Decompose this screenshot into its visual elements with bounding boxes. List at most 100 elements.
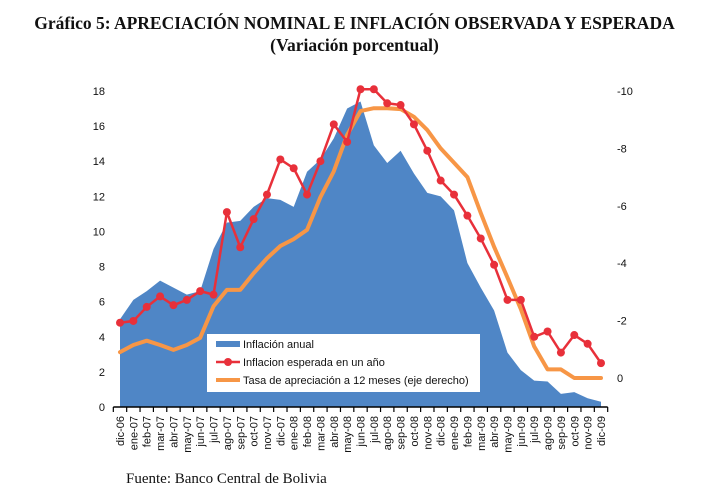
x-tick-label: may-09 xyxy=(502,416,514,453)
x-tick-label: dic-06 xyxy=(115,416,127,446)
inflacion-esperada-point xyxy=(570,331,579,340)
x-tick-label: oct-09 xyxy=(569,416,581,447)
x-tick-label: oct-08 xyxy=(409,416,421,447)
axis-layer: dic-06 ene-07 feb-07 mar-07 abr-07 may-07 jun-… xyxy=(93,86,633,453)
x-tick-label: jul-08 xyxy=(369,416,381,444)
inflacion-esperada-point xyxy=(463,211,472,220)
inflacion-esperada-point xyxy=(316,157,325,166)
inflacion-esperada-point xyxy=(343,137,352,146)
inflacion-esperada-point xyxy=(356,85,365,94)
y-left-tick-label: 12 xyxy=(93,191,105,203)
x-tick-label: ago-08 xyxy=(382,416,394,450)
y-left-tick-label: 10 xyxy=(93,226,105,238)
x-tick-label: feb-08 xyxy=(302,416,314,447)
inflacion-esperada-point xyxy=(276,155,285,164)
inflacion-esperada-point xyxy=(450,190,459,199)
x-tick-label: dic-09 xyxy=(596,416,608,446)
x-tick-label: jul-07 xyxy=(209,416,221,444)
legend-swatch-inflacion-anual xyxy=(216,341,240,347)
x-tick-label: jun-08 xyxy=(356,416,368,448)
inflacion-esperada-point xyxy=(303,190,312,199)
x-tick-label: sep-07 xyxy=(235,416,247,450)
y-left-tick-label: 16 xyxy=(93,121,105,133)
inflacion-esperada-point xyxy=(597,359,605,368)
inflacion-esperada-point xyxy=(182,295,191,304)
y-right-tick-label: -4 xyxy=(617,258,627,270)
inflacion-esperada-point xyxy=(409,120,418,129)
source-note: Fuente: Banco Central de Bolivia xyxy=(126,471,327,487)
inflacion-esperada-point xyxy=(129,316,138,325)
appreciation-line-layer xyxy=(118,106,603,380)
y-left-tick-label: 0 xyxy=(99,402,105,414)
inflacion-esperada-point xyxy=(543,327,552,336)
y-left-tick-label: 4 xyxy=(99,332,105,344)
x-tick-label: ene-08 xyxy=(289,416,301,450)
legend-label-tasa-apreciacion: Tasa de apreciación a 12 meses (eje dere… xyxy=(243,375,469,387)
x-tick-label: sep-08 xyxy=(396,416,408,450)
inflacion-esperada-point xyxy=(156,292,165,301)
inflacion-esperada-point xyxy=(436,176,445,185)
inflacion-esperada-point xyxy=(249,215,258,224)
inflacion-esperada-point xyxy=(262,190,271,199)
y-left-tick-label: 6 xyxy=(99,297,105,309)
chart-title: Gráfico 5: APRECIACIÓN NOMINAL E INFLACI… xyxy=(0,12,709,56)
inflacion-esperada-point xyxy=(329,120,338,129)
y-right-tick-label: -6 xyxy=(617,201,627,213)
inflacion-esperada-point xyxy=(530,332,539,341)
y-right-tick-label: -2 xyxy=(617,316,627,328)
inflacion-esperada-point xyxy=(476,234,485,243)
y-left-tick-label: 14 xyxy=(93,156,105,168)
inflacion-anual-area xyxy=(120,101,601,408)
inflacion-esperada-point xyxy=(116,318,124,327)
x-tick-label: mar-09 xyxy=(476,416,488,451)
chart-title-line1: Gráfico 5: APRECIACIÓN NOMINAL E INFLACI… xyxy=(34,13,675,33)
expected-inflation-layer xyxy=(116,85,605,368)
inflacion-esperada-point xyxy=(503,295,512,304)
inflacion-esperada-point xyxy=(490,260,499,269)
y-left-tick-label: 18 xyxy=(93,86,105,98)
x-tick-label: jun-09 xyxy=(516,416,528,448)
x-tick-label: feb-09 xyxy=(462,416,474,447)
x-tick-label: oct-07 xyxy=(249,416,261,447)
x-tick-label: ago-07 xyxy=(222,416,234,450)
inflacion-esperada-point xyxy=(516,295,525,304)
x-tick-label: abr-09 xyxy=(489,416,501,448)
inflacion-esperada-point xyxy=(236,243,245,252)
x-tick-label: abr-08 xyxy=(329,416,341,448)
x-tick-label: nov-08 xyxy=(422,416,434,450)
inflacion-esperada-point xyxy=(396,101,405,110)
inflacion-esperada-point xyxy=(169,301,178,310)
inflacion-esperada-point xyxy=(369,85,378,94)
x-tick-label: nov-09 xyxy=(583,416,595,450)
legend-label-inflacion-esperada: Inflacion esperada en un año xyxy=(243,357,385,369)
inflacion-esperada-point xyxy=(196,287,205,296)
x-tick-label: dic-08 xyxy=(436,416,448,446)
y-left-tick-label: 2 xyxy=(99,367,105,379)
inflacion-esperada-point xyxy=(289,164,298,173)
x-tick-label: ene-07 xyxy=(128,416,140,450)
x-tick-label: sep-09 xyxy=(556,416,568,450)
inflacion-esperada-point xyxy=(209,290,218,299)
x-tick-label: abr-07 xyxy=(168,416,180,448)
x-tick-label: may-07 xyxy=(182,416,194,453)
legend-label-inflacion-anual: Inflación anual xyxy=(243,339,314,351)
x-tick-label: jun-07 xyxy=(195,416,207,448)
inflacion-esperada-point xyxy=(556,348,565,357)
x-tick-label: jul-09 xyxy=(529,416,541,444)
y-left-tick-label: 8 xyxy=(99,262,105,274)
y-right-tick-label: 0 xyxy=(617,373,623,385)
x-tick-label: ene-09 xyxy=(449,416,461,450)
inflacion-esperada-point xyxy=(583,339,592,348)
x-tick-label: dic-07 xyxy=(275,416,287,446)
inflacion-esperada-point xyxy=(142,302,151,311)
x-tick-label: mar-07 xyxy=(155,416,167,451)
area-layer xyxy=(120,101,601,408)
x-tick-label: nov-07 xyxy=(262,416,274,450)
x-tick-label: may-08 xyxy=(342,416,354,453)
y-right-tick-label: -8 xyxy=(617,143,627,155)
inflacion-esperada-point xyxy=(222,208,231,217)
x-tick-label: feb-07 xyxy=(142,416,154,447)
chart-title-line2: (Variación porcentual) xyxy=(270,35,439,55)
tasa-apreciacion-line xyxy=(118,106,603,380)
